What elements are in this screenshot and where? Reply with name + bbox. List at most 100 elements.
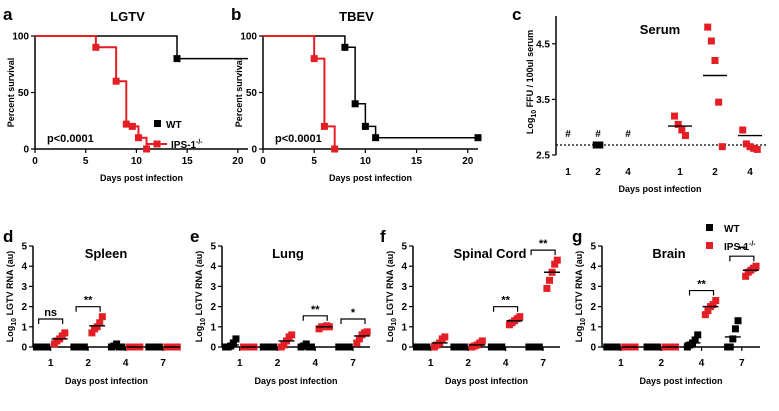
series-marker-a-ips-0 xyxy=(92,43,100,51)
y-axis-label-c: Log10 FFU / 100ul serum xyxy=(525,30,538,134)
x-tick-label-d-7: 7 xyxy=(160,358,166,369)
y-axis-label-f-rest: LGTV RNA (au) xyxy=(385,251,395,318)
legend-mid-wt-label: WT xyxy=(724,224,740,235)
data-point-e-ips-7-4 xyxy=(363,328,371,336)
panel-label-f: f xyxy=(380,227,386,246)
legend-top-ips-text: IPS-1 xyxy=(171,140,196,151)
panel-label-c: c xyxy=(512,5,521,24)
sig-label-e-0: ** xyxy=(311,304,320,316)
series-line-b-ips xyxy=(263,35,336,149)
x-tick-label-f-4: 4 xyxy=(503,358,509,369)
y-axis-label-f: Log10 LGTV RNA (au) xyxy=(385,251,398,342)
y-axis-label-e-log: Log xyxy=(194,326,204,343)
hash-symbol-c-1: # xyxy=(595,129,601,140)
y-tick-label-d-3: 3 xyxy=(21,282,27,293)
sig-label-d-1: ** xyxy=(84,295,93,307)
x-tick-label-b-0: 0 xyxy=(260,156,266,167)
y-axis-label-d-log: Log xyxy=(5,326,15,343)
y-tick-label-e-5: 5 xyxy=(210,242,216,253)
data-point-c-3-2 xyxy=(678,126,686,134)
legend-mid-ips-text: IPS-1 xyxy=(724,242,749,253)
legend-mid-ips-label: IPS-1-/- xyxy=(724,241,756,253)
sig-bracket-d-1 xyxy=(75,306,101,312)
y-axis-label-e: Log10 LGTV RNA (au) xyxy=(194,251,207,342)
panel-c: c Serum 2.5 3.5 4.5 1 2 4 1 2 4 Days post infection… xyxy=(512,5,766,194)
data-point-e-wt-4-4 xyxy=(307,343,315,351)
x-tick-label-d-4: 4 xyxy=(123,358,129,369)
y-axis-label-f-sub: 10 xyxy=(391,318,398,326)
sig-label-f-0: ** xyxy=(501,295,510,307)
data-point-g-ips-4-0 xyxy=(701,311,709,319)
x-axis-label-g: Days post infection xyxy=(639,376,722,386)
x-tick-label-d-2: 2 xyxy=(85,358,91,369)
x-tick-label-e-1: 1 xyxy=(237,358,243,369)
data-point-g-wt-4-4 xyxy=(694,331,702,339)
y-tick-label-c-2: 4.5 xyxy=(536,39,550,50)
chart-title-a: LGTV xyxy=(110,9,145,24)
y-tick-label-g-3: 3 xyxy=(590,282,596,293)
x-axis-label-c: Days post infection xyxy=(618,184,701,194)
data-point-c-5-1 xyxy=(742,140,750,148)
x-tick-label-g-4: 4 xyxy=(699,358,705,369)
y-axis-label-d-sub: 10 xyxy=(11,318,18,326)
data-point-d-ips-2-0 xyxy=(88,329,96,337)
y-axis-label-f-log: Log xyxy=(385,326,395,343)
sig-bracket-g-0 xyxy=(688,289,715,296)
y-tick-label-g-0: 0 xyxy=(590,343,596,354)
y-tick-label-c-0: 2.5 xyxy=(536,151,550,162)
y-tick-label-f-0: 0 xyxy=(401,343,407,354)
sig-bracket-e-0 xyxy=(302,315,328,321)
legend-top-ips-sup: -/- xyxy=(196,139,203,146)
data-point-g-wt-4-3 xyxy=(691,336,699,344)
y-tick-label-a-100: 100 xyxy=(12,32,29,43)
sig-bracket-f-1 xyxy=(530,249,556,256)
data-point-g-ips-7-4 xyxy=(752,262,760,270)
y-tick-label-e-0: 0 xyxy=(210,343,216,354)
panel-f: f Spinal Cord 0 1 2 3 4 5 1 2 4 7 Days post infectio… xyxy=(380,227,561,386)
y-tick-label-e-1: 1 xyxy=(210,322,216,333)
hash-symbol-c-2: # xyxy=(625,129,631,140)
x-tick-label-b-5: 5 xyxy=(311,156,317,167)
data-point-c-4-1 xyxy=(707,37,715,45)
x-tick-label-c-4: 2 xyxy=(712,167,718,178)
data-point-c-4-4 xyxy=(718,143,726,151)
x-tick-label-f-1: 1 xyxy=(428,358,434,369)
data-point-d-ips-2-4 xyxy=(98,313,106,321)
data-point-c-4-2 xyxy=(711,56,719,64)
y-axis-label-g: Log10 LGTV RNA (au) xyxy=(574,251,587,342)
chart-title-e: Lung xyxy=(272,246,304,261)
y-tick-label-d-2: 2 xyxy=(21,302,27,313)
sig-bracket-f-0 xyxy=(493,306,519,312)
chart-title-d: Spleen xyxy=(85,246,128,261)
data-point-d-ips-2-3 xyxy=(96,319,104,327)
series-marker-a-ips-5 xyxy=(143,145,151,153)
panel-a: a LGTV 0 5 10 15 20 0 50 100 Days post infection Pe… xyxy=(3,5,248,183)
data-point-c-5-4 xyxy=(753,145,761,153)
p-value-annotation-a: p<0.0001 xyxy=(47,133,94,145)
sig-bracket-g-1 xyxy=(729,255,755,262)
x-tick-label-b-10: 10 xyxy=(360,156,372,167)
data-point-c-5-0 xyxy=(739,126,747,134)
y-tick-label-e-4: 4 xyxy=(210,262,216,273)
data-point-c-1-1 xyxy=(596,141,604,149)
sig-bracket-e-1 xyxy=(340,318,366,324)
x-tick-label-a-15: 15 xyxy=(182,156,194,167)
series-marker-b-wt-0 xyxy=(341,43,349,51)
data-point-e-wt-1-3 xyxy=(229,339,237,347)
sig-label-g-1: ** xyxy=(738,244,747,256)
y-tick-label-d-1: 1 xyxy=(21,322,27,333)
p-value-annotation-b: p<0.0001 xyxy=(275,133,322,145)
data-point-f-ips-7-4 xyxy=(553,256,561,264)
data-point-e-ips-2-1 xyxy=(280,341,288,349)
y-axis-label-d: Log10 LGTV RNA (au) xyxy=(5,251,18,342)
data-point-c-3-0 xyxy=(671,112,679,120)
series-marker-b-wt-1 xyxy=(351,100,359,108)
x-tick-label-c-5: 4 xyxy=(747,167,753,178)
panel-b: b TBEV 0 5 10 15 20 0 50 100 Days post infection Pe… xyxy=(231,5,482,183)
data-point-g-wt-7-1 xyxy=(726,343,734,351)
y-axis-label-c-rest: FFU / 100ul serum xyxy=(525,30,535,110)
y-tick-label-b-50: 50 xyxy=(246,88,258,99)
data-point-e-ips-7-0 xyxy=(353,339,361,347)
x-tick-label-c-3: 1 xyxy=(677,167,683,178)
panel-e: e Lung 0 1 2 3 4 5 1 2 4 7 Days post infection Log10 … xyxy=(190,227,371,386)
